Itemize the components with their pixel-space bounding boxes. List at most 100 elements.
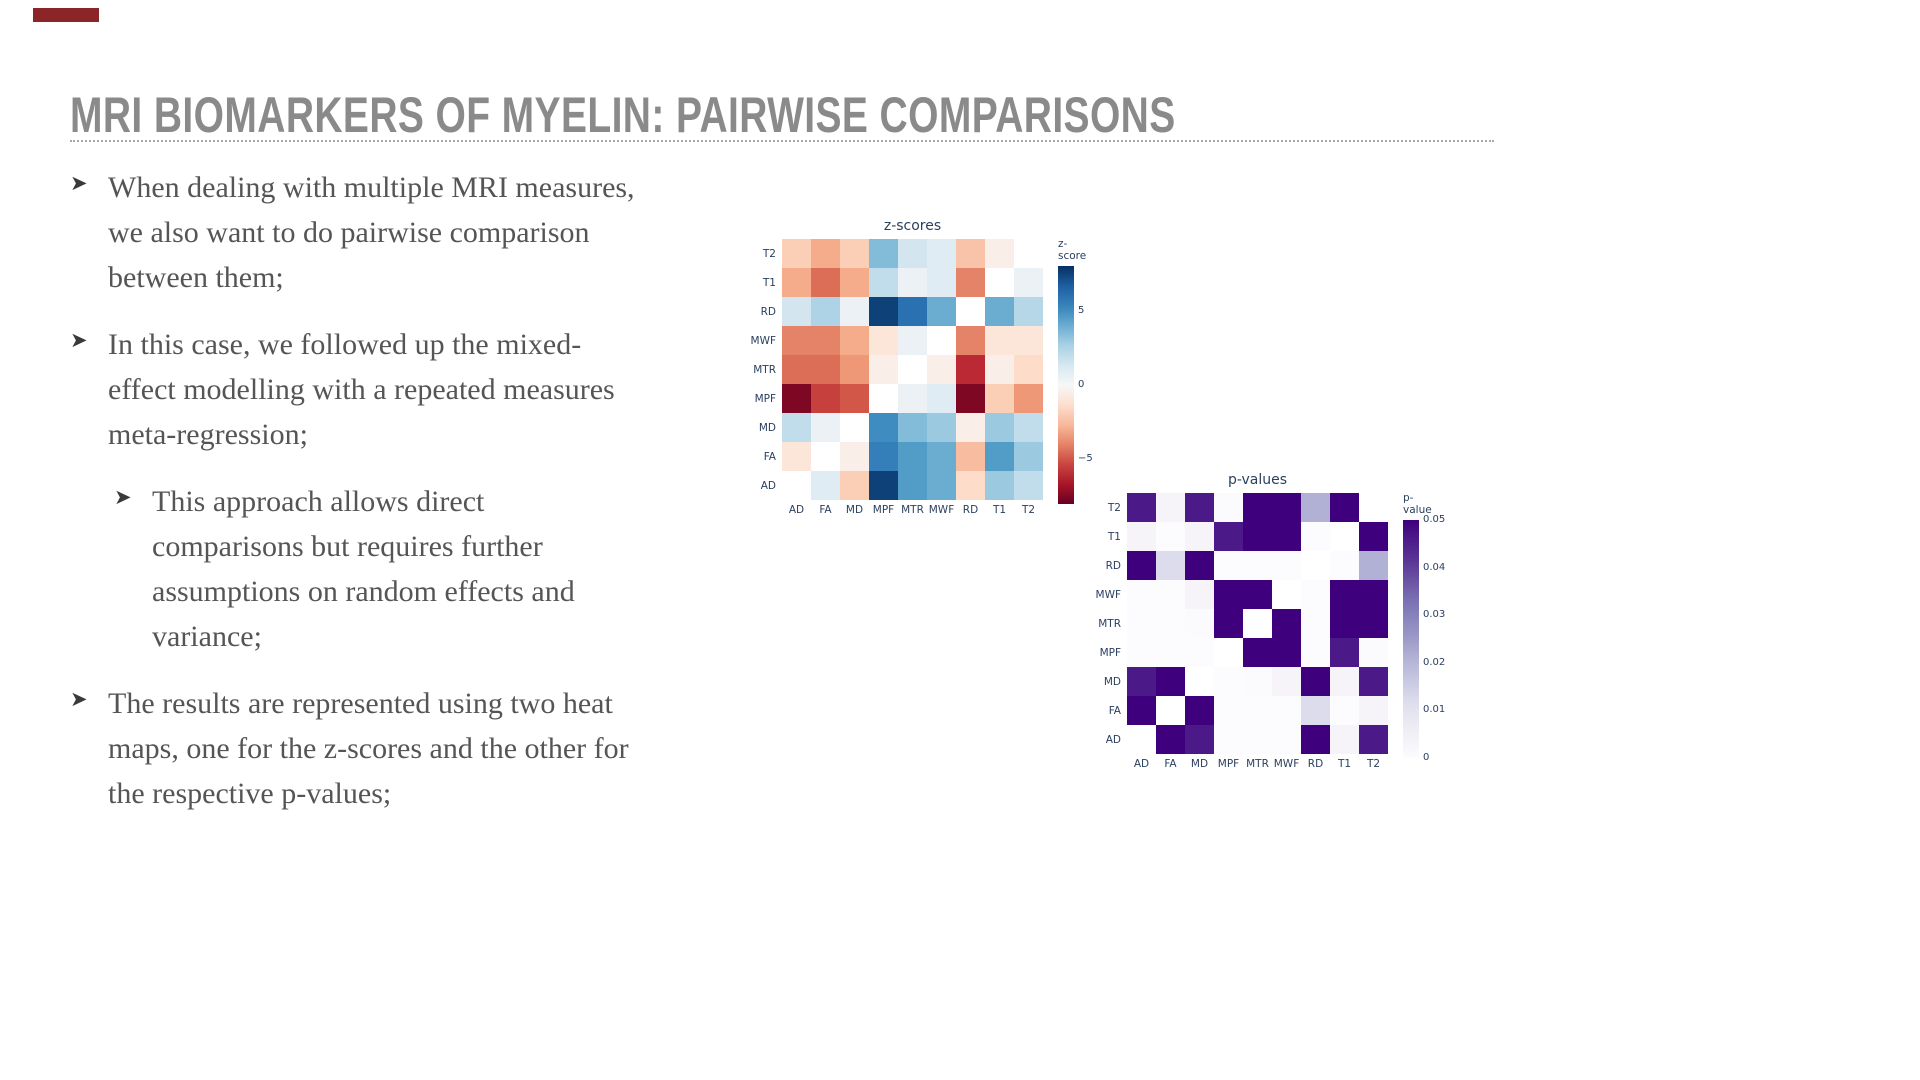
heatmap-cell <box>782 471 811 500</box>
heatmap-cell <box>1214 551 1243 580</box>
heatmap-cell <box>1359 493 1388 522</box>
x-axis-label: FA <box>1164 758 1177 770</box>
heatmap-cell <box>1127 638 1156 667</box>
colorbar-gradient <box>1403 520 1419 758</box>
heatmap-cell <box>1185 609 1214 638</box>
heatmap-cell <box>1156 638 1185 667</box>
heatmap-cell <box>985 268 1014 297</box>
heatmap-cell <box>1330 696 1359 725</box>
heatmap-cell <box>840 442 869 471</box>
x-axis: AD FA MD MPF MTR MWF RD T1 T2 <box>782 504 1043 516</box>
heatmap-cell <box>1301 522 1330 551</box>
heatmap-cell <box>1243 696 1272 725</box>
y-axis-label: AD <box>1105 733 1121 746</box>
y-axis-label: MTR <box>1098 617 1121 630</box>
heatmap-cell <box>1214 725 1243 754</box>
heatmap-cell <box>1156 580 1185 609</box>
heatmap-cell <box>782 239 811 268</box>
x-axis-label: T1 <box>1337 758 1352 770</box>
heatmap-cell <box>840 239 869 268</box>
heatmap-cell <box>898 355 927 384</box>
colorbar-tick-label: 0.01 <box>1423 704 1446 716</box>
heatmap-cell <box>898 384 927 413</box>
y-axis: T2 T1 RD MWF MTR MPF MD FA AD <box>1091 493 1127 754</box>
heatmap-cell <box>927 413 956 442</box>
p-values-heatmap: p-values T2 T1 RD MWF MTR MPF MD FA AD AD FA MD MPF… <box>1091 472 1446 770</box>
x-axis-label: T1 <box>992 504 1007 516</box>
heatmap-cell <box>1359 638 1388 667</box>
bullet-item: ➤ The results are represented using two … <box>70 681 635 816</box>
heatmap-cell <box>898 442 927 471</box>
heatmap-cell <box>782 326 811 355</box>
colorbar-tick-label: 0 <box>1423 752 1430 763</box>
x-axis-label: T2 <box>1366 758 1381 770</box>
heatmap-cell <box>811 442 840 471</box>
heatmap-cell <box>1014 268 1043 297</box>
heatmap-cell <box>1014 442 1043 471</box>
heatmap-cell <box>1243 609 1272 638</box>
heatmap-cell <box>956 384 985 413</box>
colorbar-tick-label: 0.04 <box>1423 561 1446 573</box>
heatmap-cell <box>956 413 985 442</box>
x-axis-label: RD <box>1307 758 1324 770</box>
heatmap-cell <box>898 326 927 355</box>
heatmap-cell <box>1185 667 1214 696</box>
heatmap-cell <box>927 326 956 355</box>
heatmap-cell <box>927 355 956 384</box>
heatmap-cell <box>1156 551 1185 580</box>
heatmap-cell <box>811 413 840 442</box>
heatmap-cell <box>1185 725 1214 754</box>
heatmap-cell <box>1359 696 1388 725</box>
heatmap-cell <box>1156 696 1185 725</box>
x-axis-label: AD <box>788 504 805 516</box>
heatmap-cell <box>927 384 956 413</box>
heatmap-cell <box>1127 696 1156 725</box>
heatmap-cell <box>811 268 840 297</box>
heatmap-cell <box>1156 725 1185 754</box>
x-axis-label: RD <box>962 504 979 516</box>
x-axis-label: MPF <box>872 504 895 516</box>
heatmap-cell <box>1127 580 1156 609</box>
heatmap-cell <box>1014 326 1043 355</box>
x-axis-label: MPF <box>1217 758 1240 770</box>
heatmap-cell <box>869 239 898 268</box>
y-axis-label: MTR <box>753 363 776 376</box>
colorbar-ticks: 0.05 0.04 0.03 0.02 0.01 0 <box>1423 514 1463 763</box>
heatmap-cell <box>1272 551 1301 580</box>
heatmap-cell <box>1243 667 1272 696</box>
heatmap-cell <box>1301 551 1330 580</box>
heatmap-cell <box>1330 551 1359 580</box>
y-axis-label: RD <box>760 305 776 318</box>
x-axis-label: MTR <box>1246 758 1269 770</box>
heatmap-cell <box>1330 522 1359 551</box>
heatmap-cell <box>1272 522 1301 551</box>
heatmap-cell <box>1214 493 1243 522</box>
heatmap-cell <box>1301 667 1330 696</box>
heatmap-cell <box>1185 493 1214 522</box>
heatmap-cell <box>985 384 1014 413</box>
heatmap-cell <box>869 297 898 326</box>
heatmap-cell <box>985 355 1014 384</box>
colorbar-tick-label: 5 <box>1078 304 1085 316</box>
colorbar-ticks: 5 0 −5 <box>1078 266 1118 504</box>
heatmap-cell <box>956 239 985 268</box>
heatmap-cell <box>1156 609 1185 638</box>
heatmap-cell <box>1359 725 1388 754</box>
heatmap-cell <box>1185 551 1214 580</box>
arrow-bullet-icon: ➤ <box>70 328 88 352</box>
colorbar-tick-label: 0.03 <box>1423 609 1446 621</box>
accent-bar <box>33 8 99 22</box>
heatmap-cell <box>1330 493 1359 522</box>
bullet-text: This approach allows direct comparisons … <box>152 485 575 653</box>
y-axis-label: MD <box>758 421 776 434</box>
heatmap-cell <box>811 384 840 413</box>
heatmap-cell <box>985 326 1014 355</box>
heatmap-cell <box>1214 580 1243 609</box>
chart-title: z-scores <box>883 218 942 234</box>
heatmap-grid <box>782 239 1043 500</box>
heatmap-cell <box>1214 667 1243 696</box>
heatmap-cell <box>1301 493 1330 522</box>
x-axis-label: FA <box>819 504 832 516</box>
heatmap-cell <box>1243 551 1272 580</box>
heatmap-cell <box>782 355 811 384</box>
